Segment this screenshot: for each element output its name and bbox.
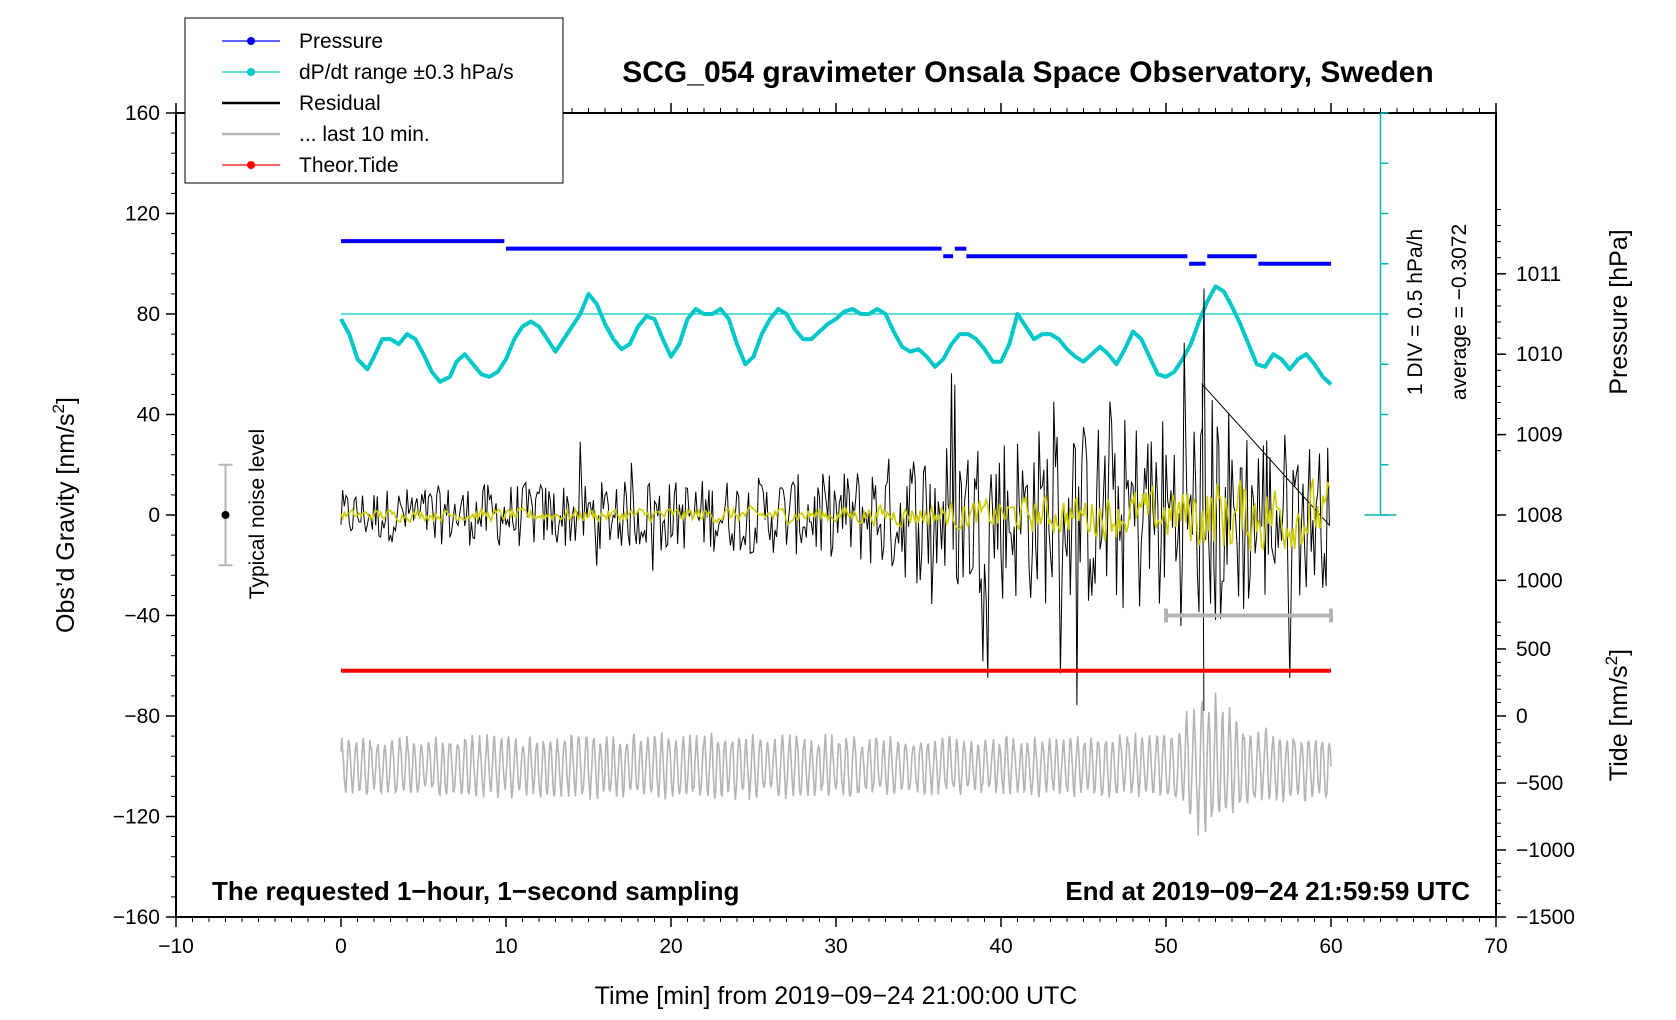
pressure-tick-label: 1008 (1516, 504, 1563, 527)
noise-center-dot (221, 511, 230, 519)
tide-tick-label: 0 (1516, 705, 1528, 728)
y-tick-label: 0 (148, 504, 160, 527)
noise-indicator (218, 463, 233, 567)
residual-smoothed-line (340, 478, 1331, 551)
pressure-tick-label-lower: 1000 (1516, 569, 1563, 592)
y-tick-label: −120 (113, 806, 160, 829)
x-tick-label: 40 (989, 935, 1012, 958)
legend-label: Theor.Tide (299, 154, 399, 177)
pressure-div-annotation: 1 DIV = 0.5 hPa/h (1404, 229, 1427, 395)
note-sampling: The requested 1−hour, 1−second sampling (212, 876, 739, 906)
series-layer (339, 239, 1381, 836)
legend-swatch-marker (247, 68, 255, 76)
x-axis: −10 0 10 20 30 40 50 60 70 (158, 103, 1508, 958)
y-tick-label: 80 (137, 303, 160, 326)
reduced-residual-line (340, 692, 1332, 836)
pressure-tick-label: 1010 (1516, 343, 1563, 366)
legend-label: Residual (299, 92, 381, 115)
legend-label: Pressure (299, 30, 383, 53)
y-tick-label: 160 (125, 102, 160, 125)
legend-swatch-marker (247, 161, 255, 169)
x-tick-label: 50 (1154, 935, 1177, 958)
tide-tick-label: 500 (1516, 638, 1551, 661)
x-axis-title: Time [min] from 2019−09−24 21:00:00 UTC (595, 982, 1078, 1010)
x-tick-label: −10 (158, 935, 194, 958)
x-tick-label: 10 (494, 935, 517, 958)
pressure-tick-label: 1009 (1516, 424, 1563, 447)
legend-label: dP/dt range ±0.3 hPa/s (299, 61, 514, 84)
legend-box (184, 17, 564, 184)
legend-swatch-marker (247, 37, 255, 45)
y-tick-label: −40 (124, 605, 160, 628)
y-left-axis-title: Obs’d Gravity [nm/s2] (49, 397, 80, 633)
x-tick-label: 60 (1319, 935, 1342, 958)
y-left-axis: −160 −120 −80 −40 0 40 80 120 160 (113, 102, 176, 929)
y-tick-label: 40 (137, 404, 160, 427)
legend-items: Pressure dP/dt range ±0.3 hPa/s Residual..… (222, 30, 514, 177)
tide-axis-title: Tide [nm/s2] (1602, 649, 1633, 781)
pressure-axis-title: Pressure [hPa] (1605, 229, 1633, 394)
dpdt-line (339, 284, 1333, 386)
y-right-axis: 1008 1009 1010 1011 1000 −1500 −1000 −500 0 500 (1496, 208, 1575, 929)
y-tick-label: −160 (113, 906, 160, 929)
x-tick-label: 20 (659, 935, 682, 958)
x-tick-label: 0 (335, 935, 347, 958)
tide-tick-label: −1500 (1516, 906, 1575, 929)
chart-title: SCG_054 gravimeter Onsala Space Observat… (622, 56, 1434, 89)
note-end-time: End at 2019−09−24 21:59:59 UTC (1065, 876, 1470, 906)
noise-level-label: Typical noise level (246, 429, 269, 599)
y-tick-label: 120 (125, 203, 160, 226)
tide-tick-label: −500 (1516, 772, 1563, 795)
pressure-tick-label: 1011 (1516, 263, 1561, 286)
x-tick-label: 70 (1484, 935, 1507, 958)
pressure-average-annotation: average = −0.3072 (1448, 224, 1471, 400)
legend: Pressure dP/dt range ±0.3 hPa/s Residual..… (184, 17, 564, 184)
tide-tick-label: −1000 (1516, 839, 1575, 862)
y-tick-label: −80 (124, 705, 160, 728)
legend-label: ... last 10 min. (299, 123, 430, 146)
x-tick-label: 30 (824, 935, 847, 958)
